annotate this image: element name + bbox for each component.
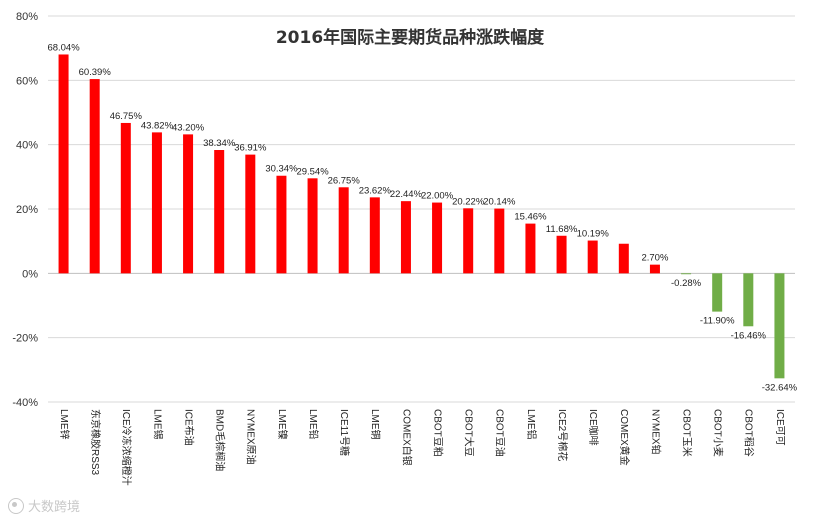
x-tick-label: NYMEX铂 <box>649 409 662 455</box>
data-label: 36.91% <box>234 143 267 154</box>
x-tick-label: 东京橡胶RSS3 <box>89 409 102 476</box>
bar <box>556 235 567 274</box>
x-tick-label: ICE布油 <box>182 409 195 446</box>
x-tick-label: LME镍 <box>276 409 289 440</box>
data-label: 15.46% <box>514 212 547 223</box>
x-tick-label: CBOT稻谷 <box>743 409 755 457</box>
data-label: -0.28% <box>671 278 702 289</box>
data-label: -32.64% <box>762 382 798 393</box>
x-tick-label: COMEX黄金 <box>618 409 631 466</box>
y-tick-label: 20% <box>16 204 38 216</box>
x-tick-label: ICE冷冻浓缩橙汁 <box>120 409 133 486</box>
data-label: 29.54% <box>296 166 329 177</box>
gridlines <box>48 15 795 403</box>
bars <box>58 54 785 379</box>
x-tick-label: CBOT玉米 <box>680 409 693 457</box>
bar <box>587 240 598 274</box>
bar <box>774 273 785 379</box>
bar <box>307 178 318 274</box>
data-labels: 68.04% 60.39% 46.75%43.82%43.20% 38.34%36.9… <box>47 42 797 393</box>
x-tick-label: ICE2号棉花 <box>556 409 569 461</box>
x-tick-label: NYMEX原油 <box>245 409 258 465</box>
watermark-text: 大数跨境 <box>28 500 81 515</box>
data-label: 22.00% <box>421 191 454 202</box>
x-tick-label: LME锡 <box>151 409 164 440</box>
bar <box>712 273 723 312</box>
data-label: 10.19% <box>577 229 610 240</box>
x-tick-label: ICE可可 <box>774 409 785 446</box>
bar <box>649 264 660 274</box>
x-tick-label: LME锌 <box>58 409 71 440</box>
y-tick-label: 60% <box>16 75 38 87</box>
x-tick-label: LME铜 <box>369 409 381 440</box>
x-tick-label: LME铝 <box>525 409 537 440</box>
data-label: 22.44% <box>390 189 423 200</box>
camera-icon <box>8 497 24 514</box>
data-label: 43.20% <box>172 122 205 133</box>
data-label: 20.22% <box>452 196 485 207</box>
bar <box>89 79 100 274</box>
data-label: 30.34% <box>265 164 298 175</box>
bar <box>151 132 162 274</box>
bar <box>245 154 256 274</box>
data-label: 20.14% <box>483 197 516 208</box>
x-tick-label: CBOT小麦 <box>712 409 724 457</box>
bar <box>494 208 505 274</box>
bar <box>432 202 443 274</box>
y-axis-ticks: 80% 60% 40% 20% 0% -20% -40% <box>12 11 38 409</box>
bar <box>183 134 194 274</box>
data-label: 11.68% <box>546 224 578 235</box>
bar <box>338 187 349 274</box>
bar <box>400 201 411 274</box>
bar <box>525 223 536 274</box>
data-label: 26.75% <box>328 175 361 186</box>
bar <box>120 122 131 274</box>
data-label: 2.70% <box>641 253 668 264</box>
data-label: 23.62% <box>359 185 392 196</box>
chart-title: 2016年国际主要期货品种涨跌幅度 <box>276 27 545 48</box>
data-label: -11.90% <box>700 316 735 327</box>
y-tick-label: 80% <box>16 11 38 23</box>
data-label: 43.82% <box>141 120 174 131</box>
x-tick-label: COMEX白银 <box>400 409 413 466</box>
x-tick-label: CBOT豆油 <box>494 409 507 457</box>
bar <box>276 175 287 274</box>
data-label: 46.75% <box>110 111 143 122</box>
x-tick-label: BMD毛棕榈油 <box>214 409 227 471</box>
y-tick-label: -40% <box>12 397 38 409</box>
x-tick-label: ICE11号糖 <box>338 409 351 456</box>
bar <box>743 273 754 327</box>
data-label: -16.46% <box>731 330 767 341</box>
bar <box>214 150 225 274</box>
y-tick-label: 40% <box>16 140 38 152</box>
x-tick-label: LME铅 <box>307 409 320 440</box>
data-label: 68.04% <box>47 42 80 53</box>
x-tick-label: CBOT豆粕 <box>431 409 444 457</box>
bar <box>369 197 380 274</box>
y-tick-label: 0% <box>22 268 38 280</box>
bar <box>681 273 692 275</box>
watermark: 大数跨境 <box>8 496 80 515</box>
y-tick-label: -20% <box>12 333 38 345</box>
data-label: 60.39% <box>79 67 112 78</box>
bar <box>463 208 474 274</box>
x-axis-labels: LME锌 东京橡胶RSS3 ICE冷冻浓缩橙汁 LME锡 ICE布油 BMD毛棕榈油 NYM… <box>58 409 785 486</box>
bar <box>58 54 69 274</box>
data-label: 38.34% <box>203 138 236 149</box>
bar <box>618 243 629 274</box>
x-tick-label: ICE咖啡 <box>587 409 599 446</box>
x-tick-label: CBOT大豆 <box>463 409 476 457</box>
